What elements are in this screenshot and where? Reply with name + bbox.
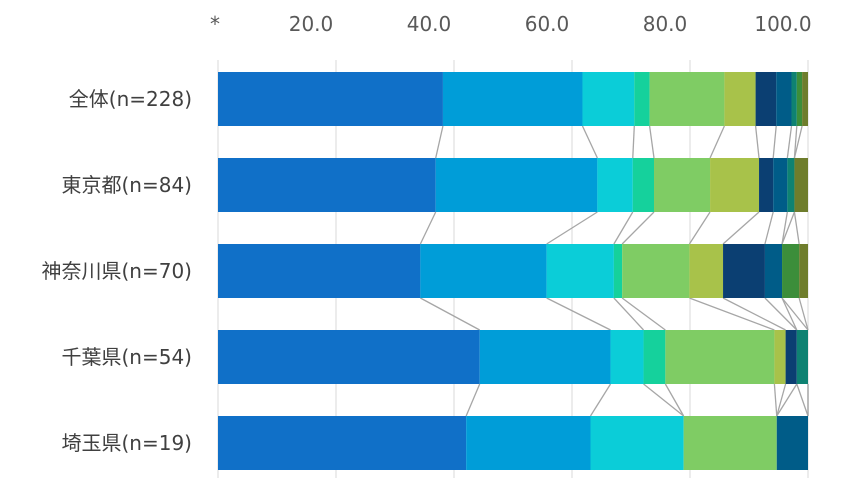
connector-line xyxy=(781,297,798,331)
connector-line xyxy=(796,383,809,417)
connector-line xyxy=(773,383,778,417)
bar-segment xyxy=(683,416,777,470)
x-axis-ticks: 20.0 40.0 60.0 80.0 100.0 xyxy=(289,12,812,36)
axis-title: * xyxy=(210,12,220,36)
bar-segment xyxy=(218,330,480,384)
bar-segment xyxy=(665,330,775,384)
category-label: 神奈川県(n=70) xyxy=(42,259,193,283)
bar-segment xyxy=(643,330,666,384)
x-tick-label: 20.0 xyxy=(289,12,334,36)
category-label: 千葉県(n=54) xyxy=(62,345,193,369)
bar-segment xyxy=(613,244,623,298)
bar-segment xyxy=(632,158,655,212)
bar-segment xyxy=(759,158,774,212)
connector-line xyxy=(793,125,803,159)
bar-segment xyxy=(782,244,800,298)
connector-line xyxy=(764,211,774,245)
bar-segment xyxy=(610,330,644,384)
connector-line xyxy=(465,383,481,417)
connector-line xyxy=(709,125,725,159)
bar-segment xyxy=(479,330,611,384)
bars xyxy=(218,72,808,470)
connector-line xyxy=(776,383,798,417)
category-labels: 全体(n=228) 東京都(n=84) 神奈川県(n=70) 千葉県(n=54) 埼玉県… xyxy=(42,87,193,455)
connector-line xyxy=(722,211,760,245)
bar-segment xyxy=(218,244,421,298)
bar-segment xyxy=(785,330,797,384)
connector-lines xyxy=(419,125,809,417)
bar-segment xyxy=(724,72,756,126)
connector-line xyxy=(688,211,711,245)
connector-line xyxy=(786,125,793,159)
bar-segment xyxy=(622,244,690,298)
bar-segment xyxy=(442,72,583,126)
bar-segment xyxy=(787,158,795,212)
connector-line xyxy=(632,125,635,159)
bar-segment xyxy=(466,416,591,470)
bar-segment xyxy=(546,244,614,298)
bar-segment xyxy=(723,244,765,298)
bar-segment xyxy=(689,244,724,298)
connector-line xyxy=(754,125,760,159)
connector-line xyxy=(621,297,666,331)
connector-line xyxy=(589,383,612,417)
bar-segment xyxy=(590,416,684,470)
bar-segment xyxy=(776,416,808,470)
x-tick-label: 40.0 xyxy=(407,12,452,36)
connector-line xyxy=(776,383,787,417)
bar-segment xyxy=(597,158,633,212)
bar-segment xyxy=(218,158,436,212)
bar-segment xyxy=(218,72,443,126)
connector-line xyxy=(643,383,685,417)
bar-segment xyxy=(773,158,788,212)
connector-line xyxy=(772,125,777,159)
connector-line xyxy=(781,211,796,245)
connector-line xyxy=(793,125,798,159)
connector-line xyxy=(781,297,809,331)
x-tick-label: 60.0 xyxy=(525,12,570,36)
connector-line xyxy=(664,383,685,417)
connector-line xyxy=(419,211,437,245)
connector-line xyxy=(781,211,788,245)
x-tick-label: 100.0 xyxy=(754,12,811,36)
bar-segment xyxy=(435,158,598,212)
connector-line xyxy=(613,211,634,245)
bar-segment xyxy=(582,72,635,126)
connector-line xyxy=(798,297,809,331)
bar-segment xyxy=(796,72,803,126)
bar-segment xyxy=(420,244,547,298)
bar-segment xyxy=(755,72,777,126)
bar-segment xyxy=(649,72,725,126)
connector-line xyxy=(621,211,655,245)
bar-segment xyxy=(794,158,808,212)
connector-line xyxy=(689,297,775,331)
bar-segment xyxy=(218,416,467,470)
connector-line xyxy=(546,297,611,331)
connector-line xyxy=(764,297,798,331)
x-tick-label: 80.0 xyxy=(643,12,688,36)
connector-line xyxy=(420,297,481,331)
category-label: 埼玉県(n=19) xyxy=(62,431,193,455)
bar-segment xyxy=(776,72,792,126)
bar-segment xyxy=(774,330,786,384)
bar-segment xyxy=(764,244,783,298)
category-label: 東京都(n=84) xyxy=(62,173,193,197)
bar-segment xyxy=(796,330,808,384)
bar-segment xyxy=(634,72,650,126)
connector-line xyxy=(581,125,598,159)
bar-segment xyxy=(654,158,711,212)
bar-segment xyxy=(791,72,797,126)
bar-segment xyxy=(710,158,760,212)
connector-line xyxy=(722,297,786,331)
bar-segment xyxy=(799,244,808,298)
connector-line xyxy=(435,125,444,159)
bar-segment xyxy=(802,72,808,126)
connector-line xyxy=(793,211,800,245)
connector-line xyxy=(648,125,655,159)
connector-line xyxy=(613,297,645,331)
connector-line xyxy=(546,211,598,245)
category-label: 全体(n=228) xyxy=(69,87,192,111)
